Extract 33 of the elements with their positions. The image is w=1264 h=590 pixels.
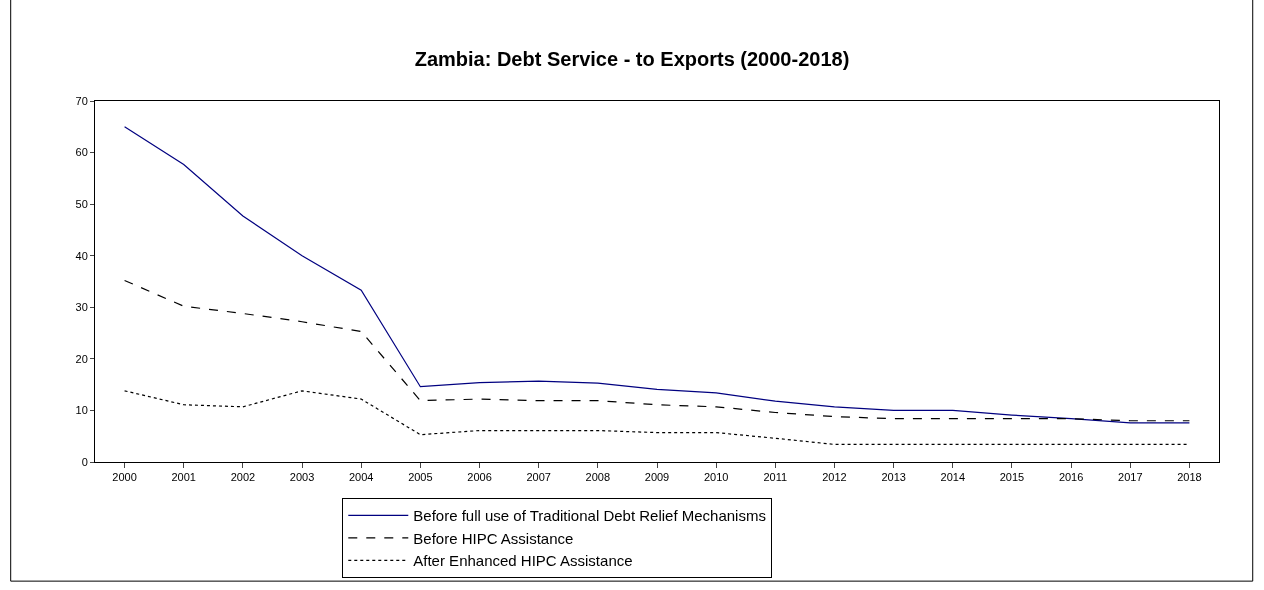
x-tick-label: 2014 <box>940 471 966 484</box>
x-tick-label: 2000 <box>112 471 137 484</box>
x-tick-label: 2004 <box>348 471 374 484</box>
x-tick-label: 2015 <box>999 471 1025 484</box>
y-tick-label: 0 <box>81 455 88 468</box>
x-tick-label: 2008 <box>585 471 611 484</box>
x-tick-label: 2010 <box>703 471 729 484</box>
x-tick-label: 2007 <box>526 471 551 484</box>
y-tick-label: 40 <box>75 249 88 262</box>
x-tick-label: 2009 <box>644 471 670 484</box>
y-tick-label: 50 <box>75 197 88 210</box>
x-tick-label: 2013 <box>881 471 906 484</box>
line-series <box>123 126 1191 424</box>
legend-label: Before HIPC Assistance <box>413 529 574 547</box>
x-tick-label: 2011 <box>763 471 788 484</box>
x-tick-label: 2018 <box>1177 471 1202 484</box>
x-tick-label: 2017 <box>1118 471 1143 484</box>
x-tick-label: 2016 <box>1058 471 1084 484</box>
y-tick-label: 30 <box>75 301 88 314</box>
x-tick-label: 2002 <box>230 471 256 484</box>
x-tick-label: 2012 <box>822 471 847 484</box>
y-tick-label: 20 <box>75 352 88 365</box>
y-tick-label: 10 <box>75 404 88 417</box>
x-tick-label: 2001 <box>171 471 196 484</box>
x-tick-label: 2006 <box>467 471 492 484</box>
line-series <box>123 279 1191 422</box>
chart-title: Zambia: Debt Service - to Exports (2000-2018) <box>414 48 850 70</box>
legend-label: Before full use of Traditional Debt Relief Mechanisms <box>413 507 766 525</box>
legend-label: After Enhanced HIPC Assistance <box>413 552 633 570</box>
x-tick-label: 2005 <box>408 471 433 484</box>
y-tick-label: 60 <box>75 146 88 159</box>
x-tick-label: 2003 <box>289 471 315 484</box>
y-tick-label: 70 <box>75 94 88 107</box>
